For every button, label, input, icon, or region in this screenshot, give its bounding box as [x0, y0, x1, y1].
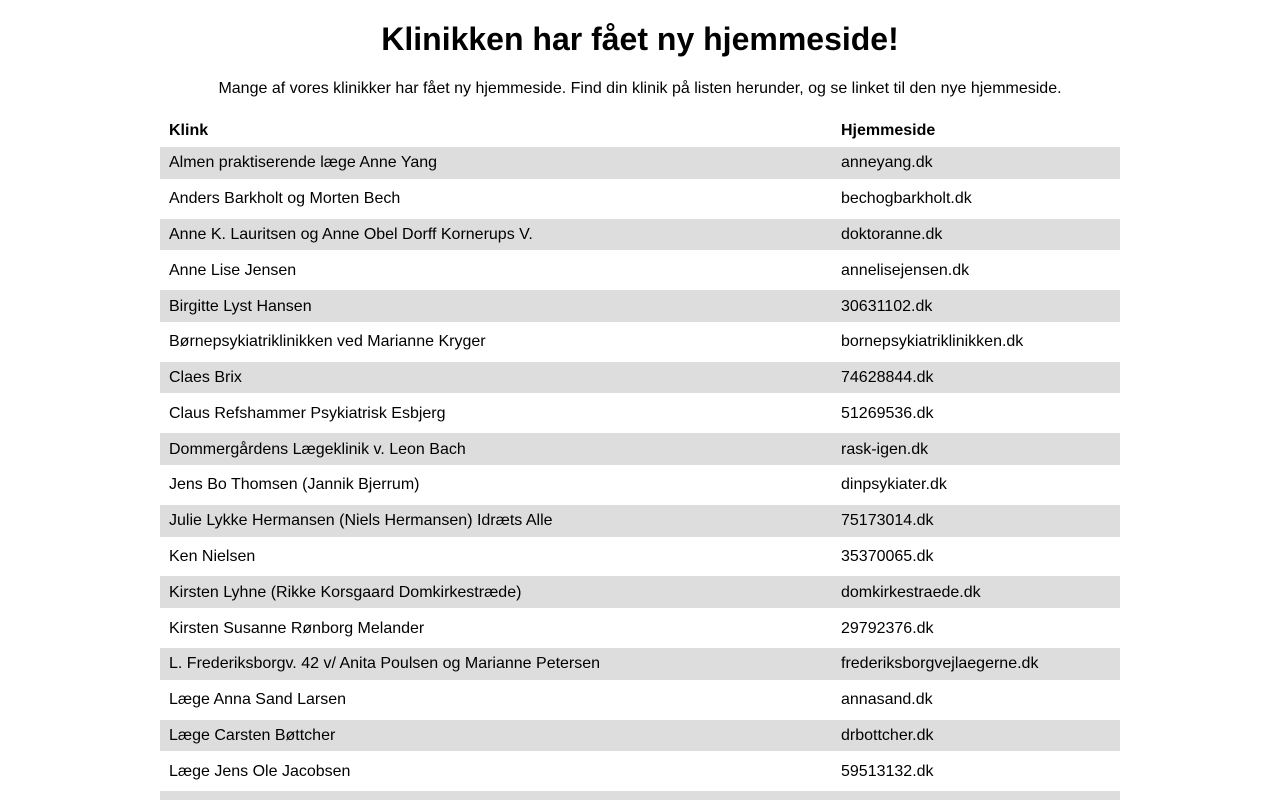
clinic-name-cell: Ken Nielsen: [169, 547, 256, 565]
table-row: Læge Anna Sand Larsen annasand.dk: [160, 683, 1120, 716]
clinic-name-cell: Kirsten Susanne Rønborg Melander: [169, 619, 425, 637]
table-row-partial: [160, 791, 1120, 800]
website-link[interactable]: bechogbarkholt.dk: [841, 190, 972, 208]
clinic-name-cell: Anders Barkholt og Morten Bech: [169, 190, 401, 208]
table-row: Almen praktiserende læge Anne Yang anneya…: [160, 147, 1120, 179]
clinic-name-cell: Birgitte Lyst Hansen: [169, 297, 312, 315]
clinic-name-cell: Dommergårdens Lægeklinik v. Leon Bach: [169, 440, 466, 458]
website-link[interactable]: 35370065.dk: [841, 547, 934, 565]
website-link[interactable]: dinpsykiater.dk: [841, 476, 947, 494]
table-row: Julie Lykke Hermansen (Niels Hermansen) …: [160, 504, 1120, 537]
website-link[interactable]: domkirkestraede.dk: [841, 583, 981, 601]
column-header-klink: Klink: [169, 122, 209, 139]
table-row: Ken Nielsen 35370065.dk: [160, 540, 1120, 573]
column-header-hjemmeside: Hjemmeside: [841, 122, 936, 139]
website-link[interactable]: 29792376.dk: [841, 619, 934, 637]
website-link[interactable]: annasand.dk: [841, 691, 933, 709]
website-link[interactable]: anneyang.dk: [841, 154, 933, 172]
website-link[interactable]: annelisejensen.dk: [841, 261, 970, 279]
table-row: Læge Jens Ole Jacobsen 59513132.dk: [160, 755, 1120, 788]
table-row: Dommergårdens Lægeklinik v. Leon Bach ras…: [160, 433, 1120, 466]
clinic-name-cell: Kirsten Lyhne (Rikke Korsgaard Domkirkes…: [169, 583, 522, 601]
clinic-name-cell: Almen praktiserende læge Anne Yang: [169, 154, 438, 172]
clinic-name-cell: Anne Lise Jensen: [169, 261, 297, 279]
page-container: Klinikken har fået ny hjemmeside! Mange …: [160, 21, 1120, 800]
table-row: Jens Bo Thomsen (Jannik Bjerrum) dinpsyki…: [160, 469, 1120, 501]
page-title: Klinikken har fået ny hjemmeside!: [381, 21, 899, 57]
clinic-table: Klink Hjemmeside Almen praktiserende læg…: [160, 114, 1120, 800]
page-subtitle: Mange af vores klinikker har fået ny hje…: [218, 80, 1062, 97]
website-link[interactable]: doktoranne.dk: [841, 225, 943, 243]
clinic-table-header: Klink Hjemmeside: [160, 118, 1120, 143]
clinic-name-cell: Julie Lykke Hermansen (Niels Hermansen) …: [169, 512, 553, 530]
clinic-name-cell: Læge Jens Ole Jacobsen: [169, 762, 351, 780]
table-row: Claes Brix 74628844.dk: [160, 361, 1120, 394]
clinic-name-cell: Børnepsykiatriklinikken ved Marianne Kry…: [169, 333, 486, 351]
website-link[interactable]: drbottcher.dk: [841, 726, 934, 744]
clinic-name-cell: Anne K. Lauritsen og Anne Obel Dorff Kor…: [169, 225, 533, 243]
website-link[interactable]: frederiksborgvejlaegerne.dk: [841, 655, 1039, 673]
table-row: L. Frederiksborgv. 42 v/ Anita Poulsen o…: [160, 647, 1120, 680]
table-row: Anne K. Lauritsen og Anne Obel Dorff Kor…: [160, 218, 1120, 251]
website-cell: [832, 791, 1120, 800]
website-link[interactable]: rask-igen.dk: [841, 440, 929, 458]
clinic-name-cell: Læge Carsten Bøttcher: [169, 726, 336, 744]
table-row: Anders Barkholt og Morten Bech bechogbark…: [160, 182, 1120, 215]
table-row: Børnepsykiatriklinikken ved Marianne Kry…: [160, 325, 1120, 358]
table-row: Anne Lise Jensen annelisejensen.dk: [160, 254, 1120, 287]
website-link[interactable]: bornepsykiatriklinikken.dk: [841, 333, 1024, 351]
website-link[interactable]: 74628844.dk: [841, 369, 934, 387]
website-link[interactable]: 75173014.dk: [841, 512, 934, 530]
clinic-table-body: Almen praktiserende læge Anne Yang anneya…: [160, 147, 1120, 800]
clinic-name-cell: Læge Anna Sand Larsen: [169, 691, 347, 709]
website-link[interactable]: 30631102.dk: [841, 297, 933, 315]
table-row: Kirsten Susanne Rønborg Melander 29792376…: [160, 612, 1120, 644]
clinic-name-cell: [160, 791, 832, 800]
table-row: Læge Carsten Bøttcher drbottcher.dk: [160, 719, 1120, 752]
clinic-name-cell: Claes Brix: [169, 369, 242, 387]
website-link[interactable]: 51269536.dk: [841, 404, 934, 422]
website-link[interactable]: 59513132.dk: [841, 762, 934, 780]
clinic-name-cell: L. Frederiksborgv. 42 v/ Anita Poulsen o…: [169, 655, 601, 673]
clinic-name-cell: Claus Refshammer Psykiatrisk Esbjerg: [169, 404, 446, 422]
table-row: Birgitte Lyst Hansen 30631102.dk: [160, 290, 1120, 322]
header-row: Klink Hjemmeside: [160, 118, 1120, 143]
table-row: Kirsten Lyhne (Rikke Korsgaard Domkirkes…: [160, 576, 1120, 609]
table-row: Claus Refshammer Psykiatrisk Esbjerg 5126…: [160, 397, 1120, 430]
clinic-name-cell: Jens Bo Thomsen (Jannik Bjerrum): [169, 476, 420, 494]
